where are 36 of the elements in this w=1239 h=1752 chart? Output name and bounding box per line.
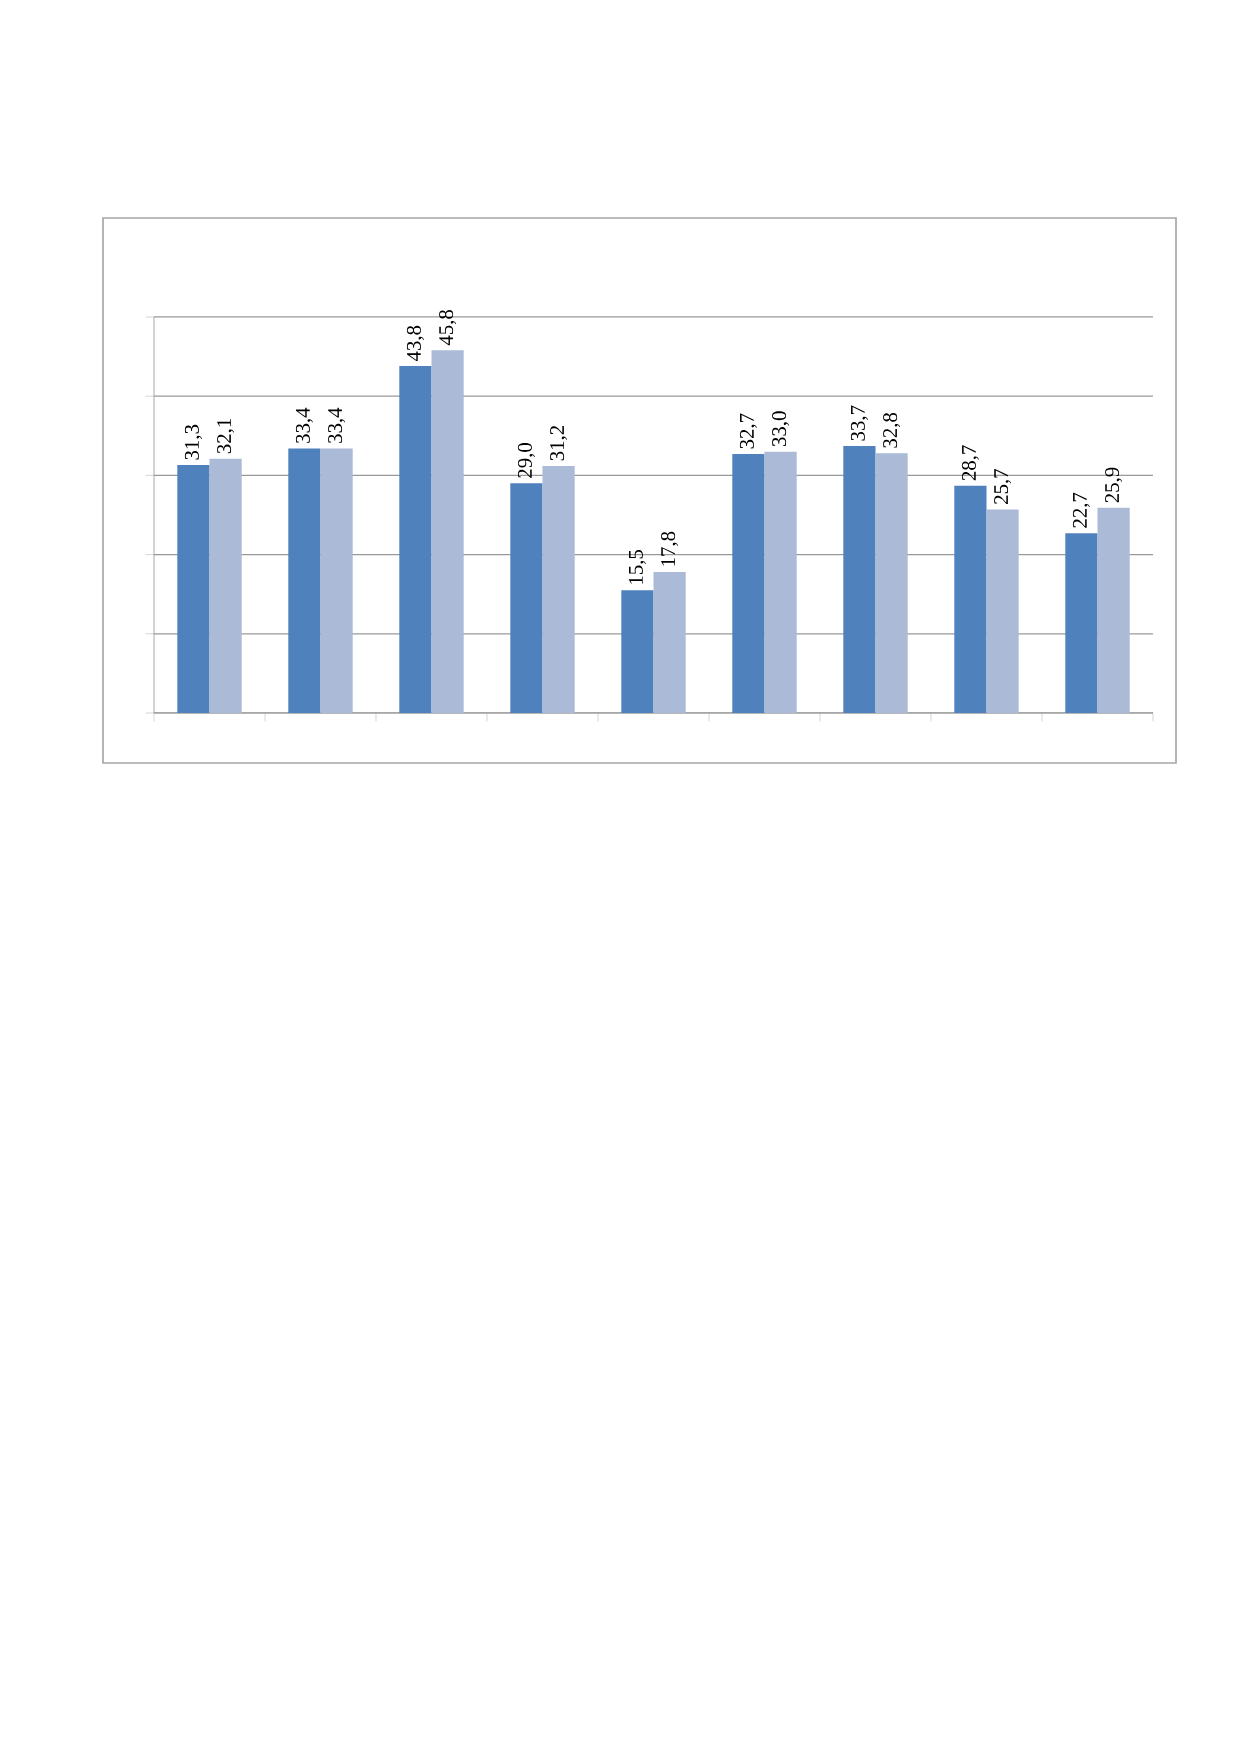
data-label: 45,8 (439, 309, 457, 346)
data-label: 25,9 (1105, 467, 1123, 503)
bar (510, 483, 543, 713)
bar (399, 366, 432, 713)
bar (954, 485, 987, 713)
bar (542, 465, 575, 713)
bar (209, 458, 242, 713)
data-label: 32,7 (739, 413, 757, 449)
data-label: 15,5 (628, 550, 646, 584)
bar (653, 572, 686, 713)
data-label: 17,8 (661, 531, 679, 566)
data-label: 32,1 (217, 418, 235, 454)
bar (288, 448, 321, 713)
data-label: 28,7 (961, 445, 979, 481)
data-label: 31,3 (184, 424, 202, 460)
data-label: 22,7 (1072, 492, 1090, 528)
data-label: 33,0 (772, 411, 790, 447)
bar (843, 446, 876, 713)
data-label: 31,2 (550, 425, 568, 461)
data-label: 33,4 (295, 407, 313, 443)
bar (732, 454, 765, 713)
bar (320, 448, 353, 713)
data-label: 32,8 (883, 412, 901, 448)
bar (764, 451, 797, 713)
data-label: 25,7 (994, 468, 1012, 504)
bar (1065, 533, 1098, 713)
bar (177, 465, 210, 713)
data-label: 29,0 (517, 443, 535, 478)
data-label: 33,4 (328, 407, 346, 443)
bar (875, 453, 908, 713)
bar (986, 509, 1019, 713)
bar (431, 350, 464, 713)
data-label: 43,8 (406, 325, 424, 362)
bar (1097, 507, 1130, 713)
bar (621, 590, 654, 713)
data-label: 33,7 (850, 405, 868, 441)
